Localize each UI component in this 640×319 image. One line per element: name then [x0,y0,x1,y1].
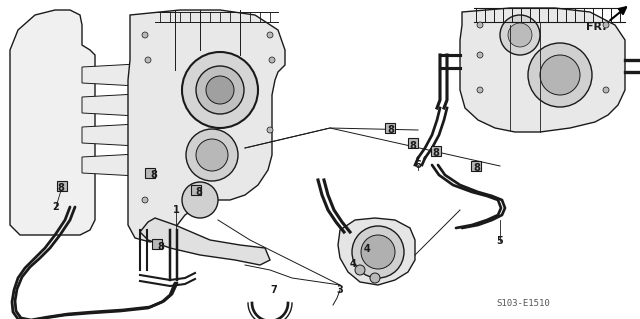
Circle shape [182,182,218,218]
Bar [145,168,155,178]
Text: FR.: FR. [586,22,607,32]
Circle shape [142,32,148,38]
Circle shape [355,265,365,275]
Circle shape [540,55,580,95]
Polygon shape [10,10,95,235]
Polygon shape [82,153,160,177]
Text: 7: 7 [271,285,277,295]
Polygon shape [82,93,160,117]
Circle shape [186,129,238,181]
Text: 4: 4 [349,259,356,269]
Text: 8: 8 [474,163,481,173]
Polygon shape [140,218,270,265]
Polygon shape [338,218,415,285]
Circle shape [145,57,151,63]
Circle shape [196,139,228,171]
Circle shape [182,52,258,128]
Circle shape [508,23,532,47]
Polygon shape [82,63,160,87]
Circle shape [370,273,380,283]
Text: 8: 8 [58,183,65,193]
Text: 8: 8 [157,242,164,252]
Text: 8: 8 [150,170,157,180]
Circle shape [269,57,275,63]
Text: 2: 2 [52,202,60,212]
Text: 1: 1 [173,205,179,215]
Circle shape [603,22,609,28]
Circle shape [142,197,148,203]
Circle shape [477,52,483,58]
Text: 8: 8 [410,141,417,151]
Circle shape [352,226,404,278]
Text: S103-E1510: S103-E1510 [496,299,550,308]
Text: 5: 5 [497,236,504,246]
Circle shape [477,22,483,28]
Circle shape [267,127,273,133]
Circle shape [500,15,540,55]
Circle shape [196,66,244,114]
Polygon shape [82,123,160,147]
Text: 6: 6 [415,160,421,170]
Circle shape [603,87,609,93]
Text: 4: 4 [364,244,371,254]
Bar [408,138,418,148]
Text: 3: 3 [337,285,344,295]
Bar [57,181,67,191]
Text: 8: 8 [388,125,394,135]
Polygon shape [128,10,285,242]
Text: 8: 8 [433,148,440,158]
Bar [152,239,162,249]
Polygon shape [460,8,625,132]
Bar [385,123,395,133]
Bar [431,146,441,156]
Circle shape [528,43,592,107]
Bar [471,161,481,171]
Circle shape [267,32,273,38]
Bar [191,185,201,195]
Circle shape [206,76,234,104]
Text: 8: 8 [196,187,202,197]
Circle shape [361,235,395,269]
Circle shape [477,87,483,93]
